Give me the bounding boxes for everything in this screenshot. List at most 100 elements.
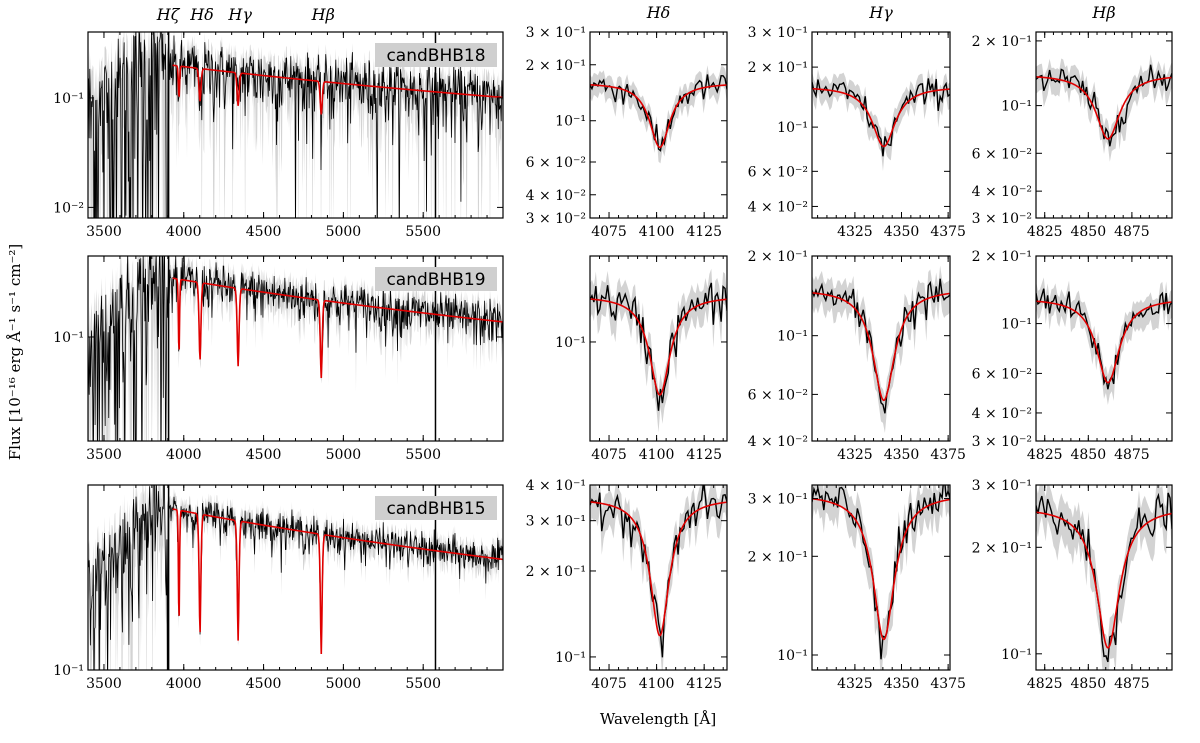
y-tick-label: 10⁻¹ (777, 120, 808, 136)
x-tick-label: 4825 (1027, 224, 1063, 240)
model-fit (590, 501, 727, 637)
plot-area (88, 32, 503, 218)
y-tick-label: 10⁻² (53, 200, 84, 216)
x-tick-label: 4875 (1114, 676, 1150, 692)
plot-area (1036, 277, 1172, 406)
y-tick-label: 10⁻¹ (555, 114, 586, 130)
axes-frame (1035, 255, 1173, 442)
y-tick-label: 2 × 10⁻¹ (748, 549, 808, 565)
object-label-box (375, 267, 497, 291)
x-tick-label: 5000 (326, 447, 362, 463)
observed-spectrum (590, 74, 727, 152)
model-fit (812, 87, 950, 148)
plot-area (1036, 54, 1172, 162)
x-tick-label: 4825 (1027, 447, 1063, 463)
plot-area (88, 256, 503, 441)
x-tick-label: 4075 (591, 676, 627, 692)
error-band (88, 485, 503, 670)
zoom-panel-candBHB15-Hβ: 4825 4850 4875 10⁻¹ 2 × 10⁻¹ 3 × 10⁻¹ (972, 478, 1173, 692)
x-axis-title: Wavelength [Å] (600, 710, 716, 728)
observed-spectrum (1036, 288, 1172, 390)
y-tick-label: 10⁻¹ (777, 329, 808, 345)
x-tick-label: 4100 (639, 676, 675, 692)
y-tick-label: 3 × 10⁻¹ (748, 25, 808, 41)
x-tick-label: 4850 (1070, 224, 1106, 240)
x-tick-label: 4500 (246, 676, 282, 692)
x-tick-label: 4500 (246, 224, 282, 240)
object-label: candBHB15 (386, 499, 485, 519)
y-tick-label: 10⁻¹ (1001, 317, 1032, 333)
y-tick-label: 4 × 10⁻² (748, 199, 808, 215)
y-tick-label: 4 × 10⁻² (972, 184, 1032, 200)
y-tick-label: 10⁻¹ (555, 335, 586, 351)
y-tick-label: 6 × 10⁻² (748, 387, 808, 403)
y-tick-label: 10⁻¹ (53, 91, 84, 107)
model-fit (1036, 300, 1172, 384)
spectrum-panel-candBHB18: 3500 4000 4500 5000 5500 10⁻² 10⁻¹ candBHB18 (53, 31, 504, 240)
error-band (812, 485, 950, 670)
zoom-panel-candBHB18-Hδ: 4075 4100 4125 3 × 10⁻² 4 × 10⁻² 6 × 10⁻² 10⁻¹… (526, 3, 728, 240)
x-tick-label: 4125 (686, 676, 722, 692)
axes-frame (589, 484, 728, 671)
axes-frame (1035, 31, 1173, 219)
x-tick-label: 4000 (166, 447, 202, 463)
zoom-panel-candBHB18-Hγ: 4325 4350 4375 4 × 10⁻² 6 × 10⁻² 10⁻¹ 2 × 10⁻¹… (748, 3, 966, 240)
y-axis-title: Flux [10⁻¹⁶ erg Å⁻¹ s⁻¹ cm⁻²] (6, 244, 24, 461)
y-tick-label: 10⁻¹ (555, 650, 586, 666)
zoom-panel-title: Hβ (1091, 3, 1115, 22)
zoom-panel-candBHB19-Hδ: 4075 4100 4125 10⁻¹ (555, 255, 728, 463)
axes-frame (589, 31, 728, 219)
model-fit (812, 292, 950, 402)
observed-spectrum (590, 282, 727, 411)
observed-spectrum (1036, 492, 1172, 663)
model-fit (590, 84, 727, 149)
x-tick-label: 4000 (166, 676, 202, 692)
x-tick-label: 5500 (405, 447, 441, 463)
observed-spectrum (812, 278, 950, 414)
x-tick-label: 4325 (837, 676, 873, 692)
line-marker-label: Hγ (227, 5, 252, 24)
y-tick-label: 3 × 10⁻² (972, 434, 1032, 450)
x-tick-label: 4100 (639, 447, 675, 463)
y-tick-label: 3 × 10⁻¹ (748, 492, 808, 508)
object-label: candBHB19 (386, 270, 485, 290)
zoom-panel-candBHB15-Hδ: 4075 4100 4125 10⁻¹ 2 × 10⁻¹ 3 × 10⁻¹ 4 × 10⁻¹ (526, 478, 728, 692)
y-tick-label: 2 × 10⁻¹ (526, 58, 586, 74)
model-fit (172, 64, 503, 115)
axes-frame (589, 255, 728, 442)
error-band (1036, 277, 1172, 406)
x-tick-label: 4850 (1070, 447, 1106, 463)
x-tick-label: 4325 (837, 224, 873, 240)
plot-area (590, 65, 727, 164)
x-tick-label: 4375 (930, 224, 966, 240)
y-tick-label: 6 × 10⁻² (972, 366, 1032, 382)
y-tick-label: 10⁻¹ (53, 663, 84, 679)
x-tick-label: 4100 (639, 224, 675, 240)
plot-area (812, 68, 950, 172)
y-tick-label: 10⁻¹ (53, 330, 84, 346)
zoom-panel-title: Hδ (646, 3, 671, 22)
spectrum-panel-candBHB15: 3500 4000 4500 5000 5500 10⁻¹ candBHB15 (53, 484, 504, 692)
y-tick-label: 6 × 10⁻² (748, 164, 808, 180)
plot-area (812, 485, 950, 670)
axes-frame (1035, 484, 1173, 671)
error-band (590, 268, 727, 433)
x-tick-label: 4325 (837, 447, 873, 463)
x-tick-label: 4875 (1114, 447, 1150, 463)
y-tick-label: 2 × 10⁻¹ (972, 34, 1032, 50)
x-tick-label: 4350 (884, 224, 920, 240)
model-fit (590, 298, 727, 396)
error-band (590, 485, 727, 670)
y-tick-label: 4 × 10⁻² (526, 188, 586, 204)
y-tick-label: 2 × 10⁻¹ (972, 249, 1032, 265)
y-tick-label: 2 × 10⁻¹ (748, 60, 808, 76)
y-tick-label: 10⁻¹ (777, 648, 808, 664)
y-tick-label: 6 × 10⁻² (972, 146, 1032, 162)
object-label-box (375, 43, 497, 67)
y-tick-label: 4 × 10⁻² (972, 406, 1032, 422)
y-tick-label: 3 × 10⁻² (972, 211, 1032, 227)
spectrum-panel-candBHB19: 3500 4000 4500 5000 5500 10⁻¹ candBHB19 (53, 255, 504, 463)
x-tick-label: 5500 (405, 224, 441, 240)
x-tick-label: 4375 (930, 447, 966, 463)
x-tick-label: 4125 (686, 447, 722, 463)
